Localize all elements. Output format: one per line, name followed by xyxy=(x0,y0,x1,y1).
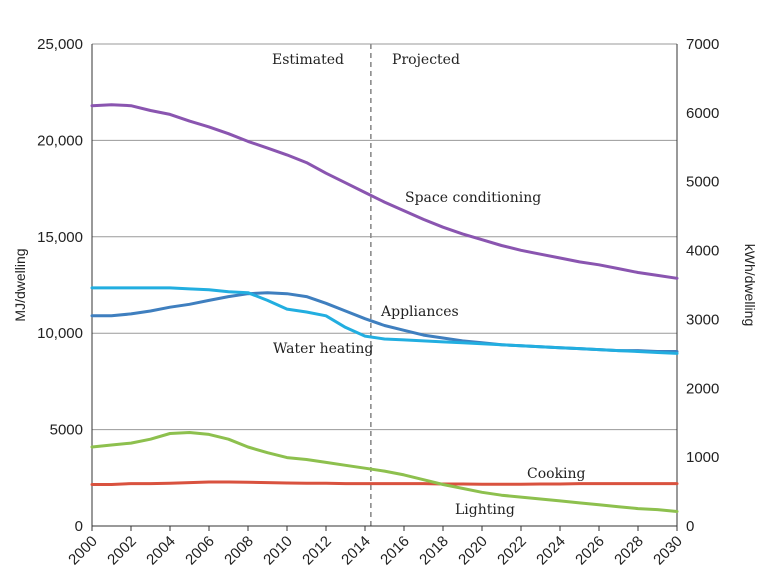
x-tick-label: 2010 xyxy=(260,533,296,569)
x-tick-label: 2000 xyxy=(65,533,101,569)
x-tick-label: 2030 xyxy=(650,533,686,569)
y-tick-label: 25,000 xyxy=(37,36,83,53)
tick-labels: 0 5000 10,000 15,000 20,000 25,000 0 1000 2000 30… xyxy=(37,36,719,568)
x-tick-label: 2012 xyxy=(299,533,335,569)
x-tick-label: 2014 xyxy=(338,533,374,569)
y-tick-label: 20,000 xyxy=(37,132,83,149)
series-line-water-heating xyxy=(90,286,679,355)
y2-tick-label: 2000 xyxy=(686,380,719,397)
y-tick-label: 5000 xyxy=(50,422,83,439)
series-label-water-heating: Water heating xyxy=(273,341,373,357)
x-tick-label: 2002 xyxy=(104,533,140,569)
x-tick-label: 2006 xyxy=(182,533,218,569)
estimated-label: Estimated xyxy=(272,52,344,68)
x-tick-label: 2016 xyxy=(377,533,413,569)
series-label-cooking: Cooking xyxy=(527,466,586,482)
y-axis-title: MJ/dwelling xyxy=(12,248,28,321)
projected-label: Projected xyxy=(392,52,460,68)
x-tick-label: 2008 xyxy=(221,533,257,569)
x-tick-label: 2020 xyxy=(455,533,491,569)
series-line-appliances xyxy=(90,291,679,353)
series-line-cooking xyxy=(90,480,679,486)
x-tick-label: 2024 xyxy=(533,533,569,569)
x-tick-label: 2022 xyxy=(494,533,530,569)
series-line-space-conditioning xyxy=(90,103,679,280)
y-tick-label: 0 xyxy=(75,518,83,535)
y2-tick-label: 3000 xyxy=(686,311,719,328)
y2-tick-label: 7000 xyxy=(686,36,719,53)
series-line-lighting xyxy=(90,431,679,513)
series-label-appliances: Appliances xyxy=(380,304,459,320)
y2-tick-label: 1000 xyxy=(686,449,719,466)
y-tick-label: 10,000 xyxy=(37,325,83,342)
x-tick-label: 2018 xyxy=(416,533,452,569)
gridlines xyxy=(92,43,677,431)
series-lines xyxy=(90,103,679,513)
y2-tick-label: 6000 xyxy=(686,105,719,122)
series-label-lighting: Lighting xyxy=(455,502,515,518)
x-tick-label: 2028 xyxy=(611,533,647,569)
y2-axis-title: kWh/dwelling xyxy=(742,244,758,326)
x-tick-label: 2004 xyxy=(143,533,179,569)
y2-tick-label: 0 xyxy=(686,518,694,535)
y-tick-label: 15,000 xyxy=(37,229,83,246)
y2-tick-label: 4000 xyxy=(686,243,719,260)
x-tick-label: 2026 xyxy=(572,533,608,569)
y2-tick-label: 5000 xyxy=(686,174,719,191)
series-label-space-conditioning: Space conditioning xyxy=(405,190,541,206)
